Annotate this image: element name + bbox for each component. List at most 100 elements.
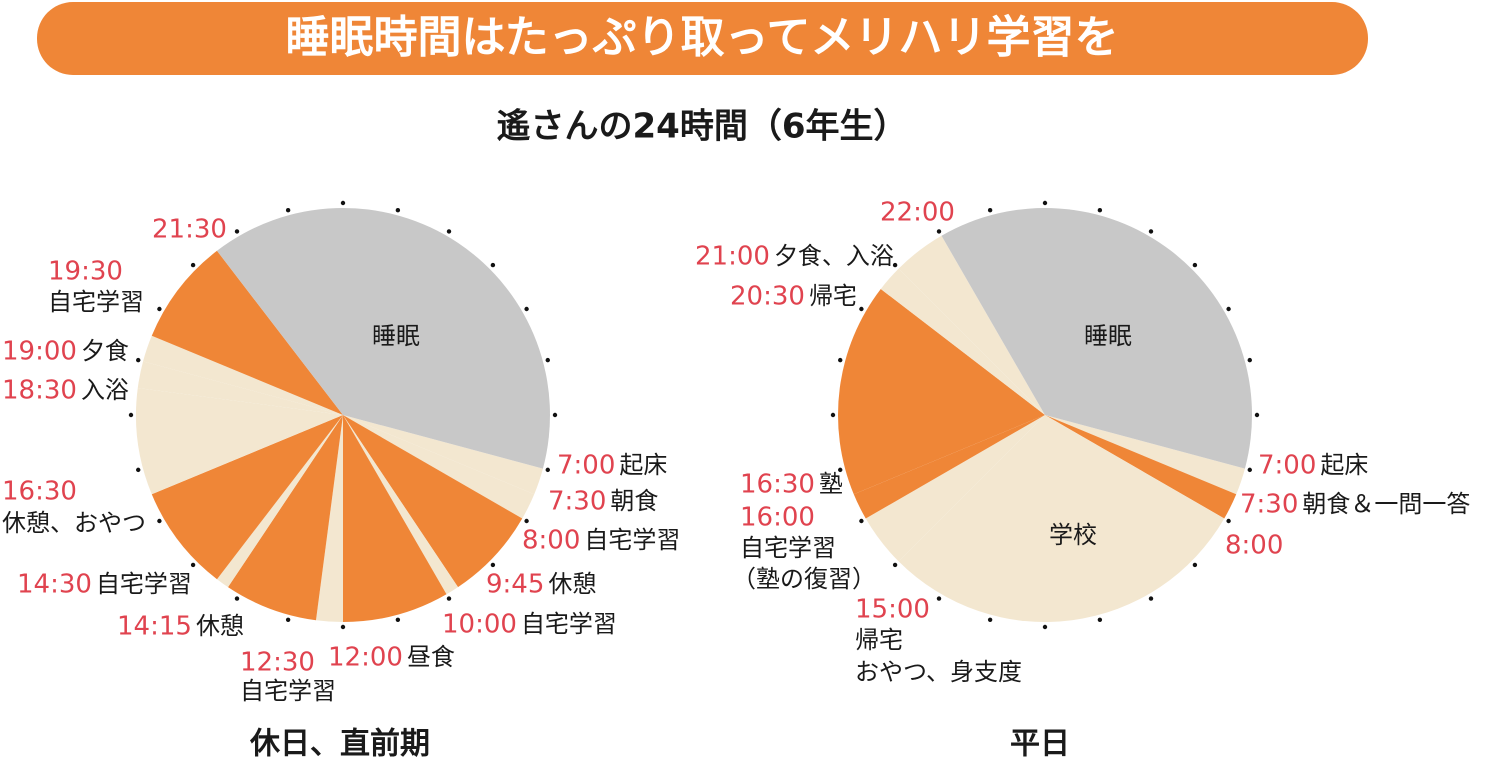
time-label: 8:00 <box>522 526 580 556</box>
pie-slice <box>216 208 550 469</box>
activity-label: 自宅学習 <box>584 526 680 554</box>
pie-slice <box>880 268 1045 415</box>
activity-label: 休憩、おやつ <box>2 509 146 537</box>
hour-dot <box>490 262 496 268</box>
time-label: 18:30 <box>2 376 77 406</box>
hour-dot <box>128 412 134 418</box>
time-label: 9:45 <box>486 570 544 600</box>
hour-dot <box>190 262 196 268</box>
hour-dot <box>136 467 141 473</box>
pie-slice <box>343 415 447 622</box>
header-title: 睡眠時間はたっぷり取ってメリハリ学習を <box>286 12 1119 63</box>
hour-dot <box>892 562 898 568</box>
pie-slice <box>343 415 535 519</box>
hour-dot <box>838 467 843 473</box>
activity-label: おやつ、身支度 <box>855 658 1022 686</box>
hour-dot <box>936 596 942 601</box>
pie-slice <box>343 415 523 588</box>
hour-dot <box>1226 306 1231 312</box>
hour-dot <box>1097 208 1103 213</box>
time-label: 15:00 <box>855 595 930 625</box>
activity-label: 朝食 <box>610 487 658 515</box>
pie-slice <box>343 415 543 495</box>
hour-dot <box>524 306 529 312</box>
hour-dot <box>157 306 162 312</box>
hour-dot <box>136 357 141 363</box>
pie-slice <box>343 415 459 595</box>
pie-slice <box>837 288 1045 495</box>
hour-dot <box>1254 412 1260 418</box>
hour-dot <box>1042 624 1048 630</box>
hour-dot <box>234 596 240 601</box>
time-label: 7:00 <box>1258 451 1316 481</box>
hour-dot <box>524 518 529 524</box>
hour-dot <box>340 200 346 206</box>
slice-label: 睡眠 <box>372 322 420 350</box>
activity-label: 休憩 <box>196 612 244 640</box>
hour-dot <box>1097 617 1103 622</box>
hour-dot <box>395 617 401 622</box>
time-label: 8:00 <box>1225 531 1283 561</box>
hour-dot <box>190 562 196 568</box>
time-label: 7:30 <box>1240 490 1298 520</box>
time-label: 16:30 <box>740 470 815 500</box>
pie-slice <box>898 235 1045 415</box>
time-label: 16:30 <box>2 477 77 507</box>
activity-label: 入浴 <box>81 376 129 404</box>
time-label: 19:00 <box>2 337 77 367</box>
pie-slice <box>1045 415 1237 519</box>
hour-dot <box>446 229 452 234</box>
time-label: 21:30 <box>152 215 227 245</box>
hour-dot <box>1226 518 1231 524</box>
pie-slice <box>315 415 343 622</box>
activity-label: 塾 <box>819 470 843 498</box>
slice-label: 睡眠 <box>1084 322 1132 350</box>
pie-slice <box>1045 415 1245 495</box>
time-label: 16:00 <box>740 503 815 533</box>
hour-dot <box>340 624 346 630</box>
hour-dot <box>234 229 240 234</box>
pie-slice <box>853 415 1045 519</box>
hour-dot <box>936 229 942 234</box>
hour-dot <box>1148 596 1154 601</box>
activity-label: 夕食、入浴 <box>774 242 894 270</box>
hour-dot <box>987 208 993 213</box>
hour-dot <box>552 412 558 418</box>
pie-slice <box>151 250 343 415</box>
hour-dot <box>859 518 864 524</box>
hour-dot <box>395 208 401 213</box>
hour-dot <box>446 596 452 601</box>
activity-label: （塾の復習） <box>732 565 876 593</box>
activity-label: 休憩 <box>548 570 596 598</box>
activity-label: 自宅学習 <box>740 534 836 562</box>
time-label: 7:30 <box>548 487 606 517</box>
time-label: 14:30 <box>17 570 92 600</box>
time-label: 14:15 <box>117 612 192 642</box>
hour-dot <box>838 357 843 363</box>
pie-slice <box>941 208 1252 469</box>
header-bar <box>37 2 1368 75</box>
time-label: 22:00 <box>880 198 955 228</box>
activity-label: 昼食 <box>407 643 455 671</box>
time-label: 12:00 <box>328 643 403 673</box>
hour-dot <box>490 562 496 568</box>
hour-dot <box>1192 262 1198 268</box>
time-label: 19:30 <box>48 257 123 287</box>
time-label: 7:00 <box>557 451 615 481</box>
activity-label: 自宅学習 <box>48 288 144 316</box>
pie-slice <box>137 361 343 415</box>
hour-dot <box>859 306 864 312</box>
time-label: 20:30 <box>730 282 805 312</box>
activity-label: 朝食＆一問一答 <box>1302 490 1470 518</box>
chart-title: 平日 <box>1010 727 1070 759</box>
hour-dot <box>285 617 291 622</box>
pie-slice <box>898 415 1225 622</box>
hour-dot <box>545 467 550 473</box>
hour-dot <box>1042 200 1048 206</box>
pie-slice <box>227 415 343 621</box>
time-label: 21:00 <box>695 242 770 272</box>
hour-dot <box>545 357 550 363</box>
activity-label: 自宅学習 <box>240 677 336 705</box>
slice-label: 学校 <box>1049 521 1097 549</box>
